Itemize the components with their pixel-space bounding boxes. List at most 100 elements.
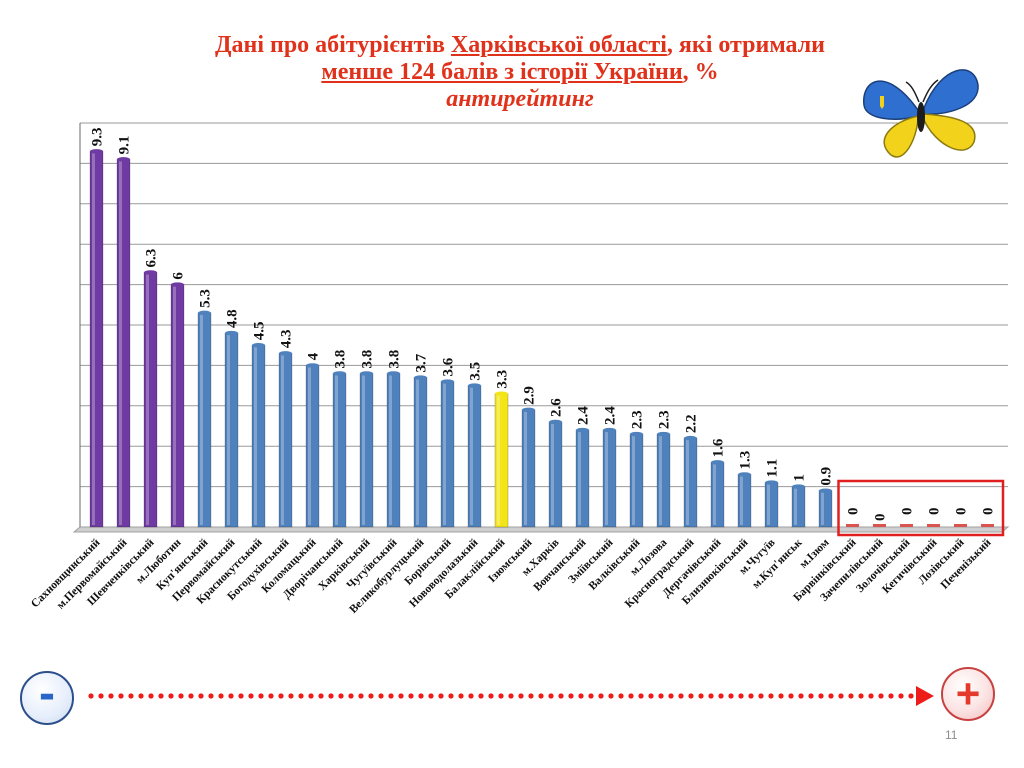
bar-cap	[819, 488, 832, 493]
title-line-3: антирейтинг	[446, 86, 594, 112]
bar-cap	[495, 391, 508, 396]
bar	[927, 524, 940, 527]
bar-cap	[468, 383, 481, 388]
value-label: 2.9	[522, 386, 538, 405]
bar-highlight	[146, 274, 149, 525]
bar	[575, 429, 590, 528]
bar	[602, 429, 617, 528]
bar-cap	[576, 427, 589, 433]
bar-highlight	[740, 476, 743, 525]
value-label: 2.4	[576, 406, 592, 425]
bar-cap	[441, 379, 454, 384]
value-label: 2.6	[549, 398, 565, 417]
title-score-link: менше 124 балів з історії України	[321, 59, 683, 85]
bar-highlight	[200, 314, 203, 525]
bar-highlight	[794, 488, 797, 525]
value-label: 2.3	[657, 410, 673, 429]
bar-highlight	[821, 492, 824, 525]
bar-cap	[711, 460, 724, 465]
bar	[818, 490, 833, 528]
bar-cap	[522, 407, 535, 413]
title-line-1: Дані про абітурієнтів Харківської област…	[130, 32, 910, 59]
page-number: 11	[945, 728, 958, 742]
bar-cap	[333, 371, 346, 376]
bar-cap	[252, 343, 265, 348]
bar	[846, 524, 859, 527]
bar	[359, 373, 374, 528]
bar	[224, 332, 239, 528]
title-line1-prefix: Дані про абітурієнтів	[214, 32, 451, 58]
bar-highlight	[659, 436, 662, 525]
title-line-2: менше 124 балів з історії України, %	[130, 59, 910, 86]
bar-highlight	[713, 464, 716, 525]
bar-highlight	[173, 286, 176, 525]
value-label: 9.1	[117, 136, 133, 155]
bar	[981, 524, 994, 527]
bar	[764, 482, 779, 528]
bar	[873, 524, 886, 527]
title-line1-suffix: , які отримали	[666, 32, 825, 58]
bar-highlight	[443, 383, 446, 525]
minus-indicator: -	[20, 670, 74, 725]
bar-highlight	[119, 161, 122, 526]
bar	[737, 474, 752, 528]
value-label: 4	[306, 352, 322, 360]
bar	[900, 524, 913, 527]
bar-cap	[117, 157, 130, 162]
bar-highlight	[335, 375, 338, 525]
bar-highlight	[416, 379, 419, 525]
bar-cap	[657, 431, 670, 437]
rating-arrow-line	[86, 693, 918, 699]
bar-highlight	[524, 411, 527, 525]
bar	[305, 364, 320, 528]
bar	[521, 409, 536, 528]
arrow-head-icon	[916, 686, 934, 706]
bar-cap	[387, 371, 400, 376]
bar-cap	[225, 330, 238, 336]
bar-cap	[603, 427, 616, 433]
bar-cap	[738, 472, 751, 477]
bar-cap	[306, 363, 319, 368]
bar	[386, 373, 401, 528]
bar-cap	[630, 431, 643, 437]
value-label: 0	[927, 508, 943, 516]
bar	[89, 150, 104, 528]
value-label: 3.6	[441, 357, 457, 376]
bar	[278, 352, 293, 528]
value-label: 0	[900, 508, 916, 516]
value-label: 3.5	[468, 362, 484, 381]
value-label: 3.8	[333, 350, 349, 369]
bar-highlight	[551, 423, 554, 525]
bar-highlight	[578, 432, 581, 525]
value-label: 5.3	[198, 289, 214, 308]
bar	[467, 385, 482, 528]
bar-highlight	[686, 440, 689, 525]
value-label: 4.3	[279, 330, 295, 349]
title-region-link: Харківської області	[450, 32, 667, 58]
bar	[143, 272, 158, 528]
value-label: 6	[171, 272, 187, 280]
zero-group-box	[837, 479, 1005, 537]
value-label: 6.3	[144, 249, 160, 268]
bar	[656, 433, 671, 528]
bar	[710, 461, 725, 528]
bar-highlight	[632, 436, 635, 525]
value-label: 0	[873, 514, 889, 522]
value-label: 1	[792, 474, 808, 482]
bar-cap	[171, 282, 184, 287]
bar-cap	[792, 484, 805, 489]
title-line2-suffix: , %	[682, 59, 719, 85]
bar	[954, 524, 967, 527]
bar	[629, 433, 644, 528]
chart-title: Дані про абітурієнтів Харківської област…	[130, 32, 910, 113]
bar	[197, 312, 212, 528]
value-label: 1.1	[765, 459, 781, 478]
value-label: 3.8	[387, 350, 403, 369]
bar-cap	[765, 480, 778, 485]
value-label: 2.2	[684, 414, 700, 433]
bar	[413, 377, 428, 528]
bar-highlight	[254, 347, 257, 525]
value-label: 2.3	[630, 410, 646, 429]
bar-highlight	[767, 484, 770, 525]
value-label: 4.8	[225, 309, 241, 328]
